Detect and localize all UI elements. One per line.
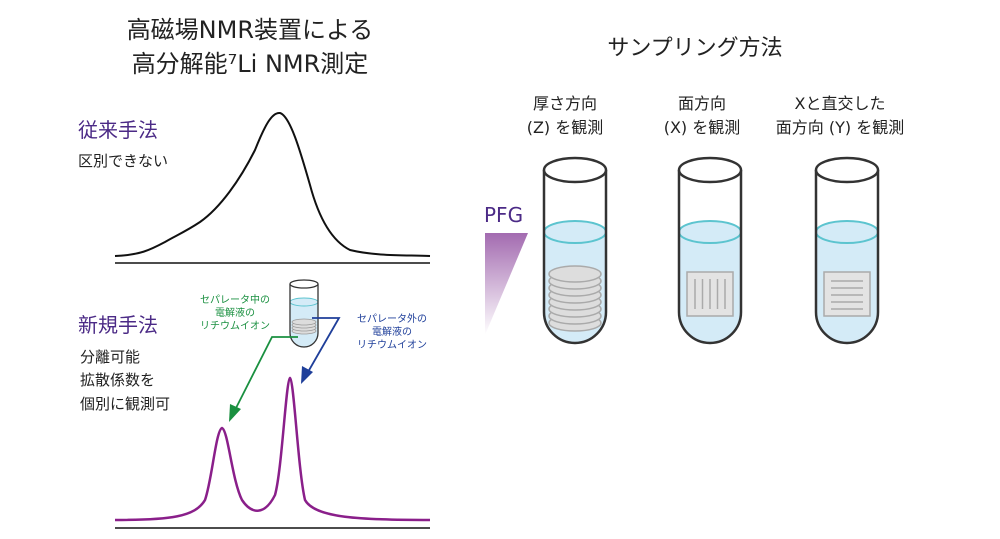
outside-label-3: リチウムイオン: [357, 339, 427, 351]
column-1-line2: (Z) を観測: [527, 118, 604, 137]
inside-label-3: リチウムイオン: [200, 320, 270, 332]
column-1-line1: 厚さ方向: [533, 94, 597, 113]
conventional-spectrum: [114, 112, 431, 257]
separator-disc: [548, 265, 602, 283]
inside-arrow: [229, 336, 298, 422]
outside-label-1: セパレータ外の: [357, 313, 427, 325]
tube-rim: [677, 156, 743, 184]
outside-arrow: [301, 317, 341, 384]
sampling-title: サンプリング方法: [607, 36, 782, 61]
separator-sheet: [686, 271, 734, 317]
tube-rim: [814, 156, 880, 184]
conventional-heading: 従来手法: [78, 118, 158, 142]
column-2-line2: (X) を観測: [664, 118, 741, 137]
conventional-note: 区別できない: [78, 152, 168, 170]
liquid-surface: [815, 220, 879, 244]
separator-sheet: [823, 271, 871, 317]
tube-rim: [542, 156, 608, 184]
column-3-line1: Xと直交した: [795, 94, 886, 113]
small-sample-tube: [289, 279, 319, 348]
title-line1: 高磁場NMR装置による: [127, 16, 374, 44]
new-method-note-2: 拡散係数を: [80, 371, 155, 389]
sample-tube-1: [542, 156, 608, 345]
inside-label-2: 電解液の: [215, 306, 255, 319]
new-method-note-3: 個別に観測可: [80, 395, 170, 413]
column-3-line2: 面方向 (Y) を観測: [776, 118, 904, 137]
new-method-note-1: 分離可能: [80, 348, 140, 366]
liquid-surface: [543, 220, 607, 244]
column-2-line1: 面方向: [678, 94, 726, 113]
new-method-heading: 新規手法: [78, 313, 158, 337]
inside-label-1: セパレータ中の: [200, 293, 270, 306]
liquid-surface: [678, 220, 742, 244]
pfg-gradient-wedge: [485, 233, 528, 335]
pfg-label: PFG: [484, 203, 523, 227]
sample-tube-2: [677, 156, 743, 345]
outside-label-2: 電解液の: [372, 325, 412, 338]
title-line2: 高分解能⁷Li NMR測定: [132, 50, 369, 78]
new-method-spectrum: [114, 376, 431, 522]
sample-tube-3: [814, 156, 880, 345]
